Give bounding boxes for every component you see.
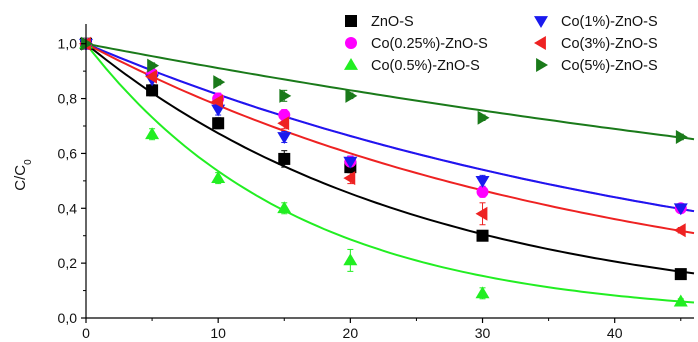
legend: ZnO-S Co(0.25%)-ZnO-S Co(0.5%)-ZnO-S Co(1%)…: [344, 14, 658, 74]
legend-label: Co(1%)-ZnO-S: [561, 14, 658, 30]
data-point-co-3-zno-s: [211, 94, 224, 109]
legend-item-co-0-25-zno-s: Co(0.25%)-ZnO-S: [345, 36, 488, 52]
legend-item-co-0-5-zno-s: Co(0.5%)-ZnO-S: [344, 58, 480, 74]
x-tick-label: 0: [82, 325, 90, 341]
y-tick-label: 0,2: [58, 255, 78, 271]
legend-item-co-5-zno-s: Co(5%)-ZnO-S: [536, 58, 658, 74]
data-point-co-1-zno-s: [475, 175, 490, 188]
data-point-co-3-zno-s: [145, 69, 157, 84]
legend-marker: [534, 36, 546, 50]
legend-label: Co(0.5%)-ZnO-S: [371, 58, 480, 74]
x-tick-label: 10: [210, 325, 226, 341]
data-markers: [79, 36, 688, 307]
data-point-co-5-zno-s: [213, 75, 226, 90]
data-point-co-0-5-zno-s: [211, 171, 226, 184]
data-point-co-5-zno-s: [279, 88, 292, 103]
data-point-co-5-zno-s: [147, 58, 160, 73]
data-point-zno-s: [278, 152, 291, 165]
fit-lines: [85, 42, 695, 304]
data-point-co-0-5-zno-s: [343, 253, 358, 266]
axes: [81, 24, 694, 323]
fit-line-co-5-zno-s: [85, 42, 695, 141]
data-point-co-5-zno-s: [345, 88, 358, 103]
data-point-co-3-zno-s: [475, 206, 488, 221]
fit-line-zno-s: [85, 42, 695, 275]
data-point-co-3-zno-s: [673, 223, 686, 238]
data-point-co-0-5-zno-s: [475, 286, 490, 299]
data-point-zno-s: [476, 229, 489, 242]
x-tick-label: 40: [607, 325, 623, 341]
data-point-co-0-5-zno-s: [277, 201, 292, 214]
data-point-co-1-zno-s: [277, 132, 292, 144]
y-tick-label: 0,6: [58, 145, 78, 161]
legend-item-zno-s: ZnO-S: [345, 14, 414, 30]
legend-label: Co(5%)-ZnO-S: [561, 58, 658, 74]
data-point-zno-s: [212, 117, 225, 130]
data-point-co-1-zno-s: [673, 203, 688, 216]
legend-item-co-1-zno-s: Co(1%)-ZnO-S: [534, 14, 658, 30]
data-point-co-0-5-zno-s: [673, 294, 688, 307]
x-tick-label: 30: [475, 325, 491, 341]
legend-marker: [536, 58, 548, 72]
data-point-co-1-zno-s: [211, 104, 226, 117]
data-point-co-5-zno-s: [81, 36, 93, 51]
y-tick-labels: 0,0 0,2 0,4 0,6 0,8 1,0: [58, 36, 78, 326]
legend-marker: [344, 58, 358, 70]
legend-label: Co(0.25%)-ZnO-S: [371, 36, 488, 52]
y-tick-label: 0,0: [58, 310, 78, 326]
legend-label: ZnO-S: [371, 14, 414, 30]
y-tick-label: 1,0: [58, 36, 78, 52]
data-point-co-0-25-zno-s: [476, 185, 489, 198]
fit-line-co-3-zno-s: [85, 42, 695, 235]
fit-line-co-1-zno-s: [85, 42, 695, 213]
x-tick-label: 20: [343, 325, 359, 341]
data-point-co-1-zno-s: [343, 156, 358, 169]
data-point-co-3-zno-s: [343, 171, 356, 186]
data-point-co-0-5-zno-s: [145, 127, 160, 140]
legend-label: Co(3%)-ZnO-S: [561, 36, 658, 52]
y-axis-title: C/C0: [12, 159, 34, 191]
x-tick-labels: 0 10 20 30 40: [82, 325, 623, 341]
legend-item-co-3-zno-s: Co(3%)-ZnO-S: [534, 36, 658, 52]
data-point-co-3-zno-s: [277, 116, 290, 131]
legend-marker: [534, 16, 548, 28]
y-tick-label: 0,4: [58, 200, 78, 216]
data-point-zno-s: [674, 268, 687, 281]
data-point-co-5-zno-s: [477, 110, 490, 125]
legend-marker: [345, 15, 357, 27]
data-point-zno-s: [146, 84, 159, 97]
legend-marker: [345, 37, 357, 49]
fit-line-co-0-5-zno-s: [85, 43, 695, 304]
y-tick-label: 0,8: [58, 91, 78, 107]
data-point-co-5-zno-s: [675, 129, 688, 144]
